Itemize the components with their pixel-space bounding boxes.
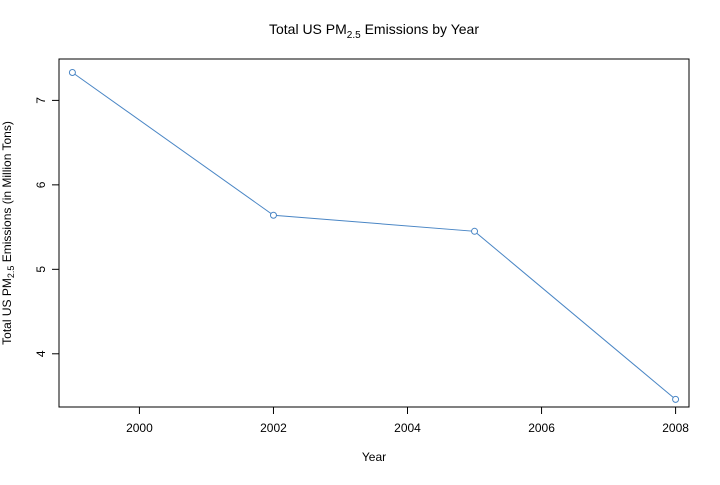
series-line: [72, 72, 676, 400]
plot-area-frame: [58, 58, 690, 408]
data-point: [471, 227, 479, 235]
y-axis-label-subscript: 2.5: [6, 266, 16, 279]
series-group: [68, 69, 680, 403]
y-tick-label: 5: [34, 266, 48, 273]
chart-title: Total US PM2.5 Emissions by Year: [269, 21, 479, 41]
x-tick-label: 2008: [662, 421, 689, 435]
chart-title-prefix: Total US PM: [269, 21, 347, 37]
y-axis-label: Total US PM2.5 Emissions (in Million Ton…: [0, 121, 16, 345]
x-axis: 2000 2002 2004 2006 2008: [126, 407, 689, 435]
x-tick-label: 2004: [394, 421, 421, 435]
data-point: [672, 395, 680, 403]
y-axis: 4 5 6 7: [34, 97, 59, 357]
data-point: [68, 69, 76, 77]
chart-title-suffix: Emissions by Year: [361, 21, 480, 37]
y-tick-label: 6: [34, 181, 48, 188]
y-axis-label-suffix: Emissions (in Million Tons): [0, 121, 14, 266]
y-tick-label: 4: [34, 350, 48, 357]
data-point: [269, 211, 277, 219]
y-tick-label: 7: [34, 97, 48, 104]
x-tick-label: 2006: [528, 421, 555, 435]
chart-title-subscript: 2.5: [347, 30, 361, 41]
x-axis-label: Year: [362, 450, 386, 464]
y-axis-label-prefix: Total US PM: [0, 278, 14, 345]
x-tick-label: 2002: [260, 421, 287, 435]
x-tick-label: 2000: [126, 421, 153, 435]
